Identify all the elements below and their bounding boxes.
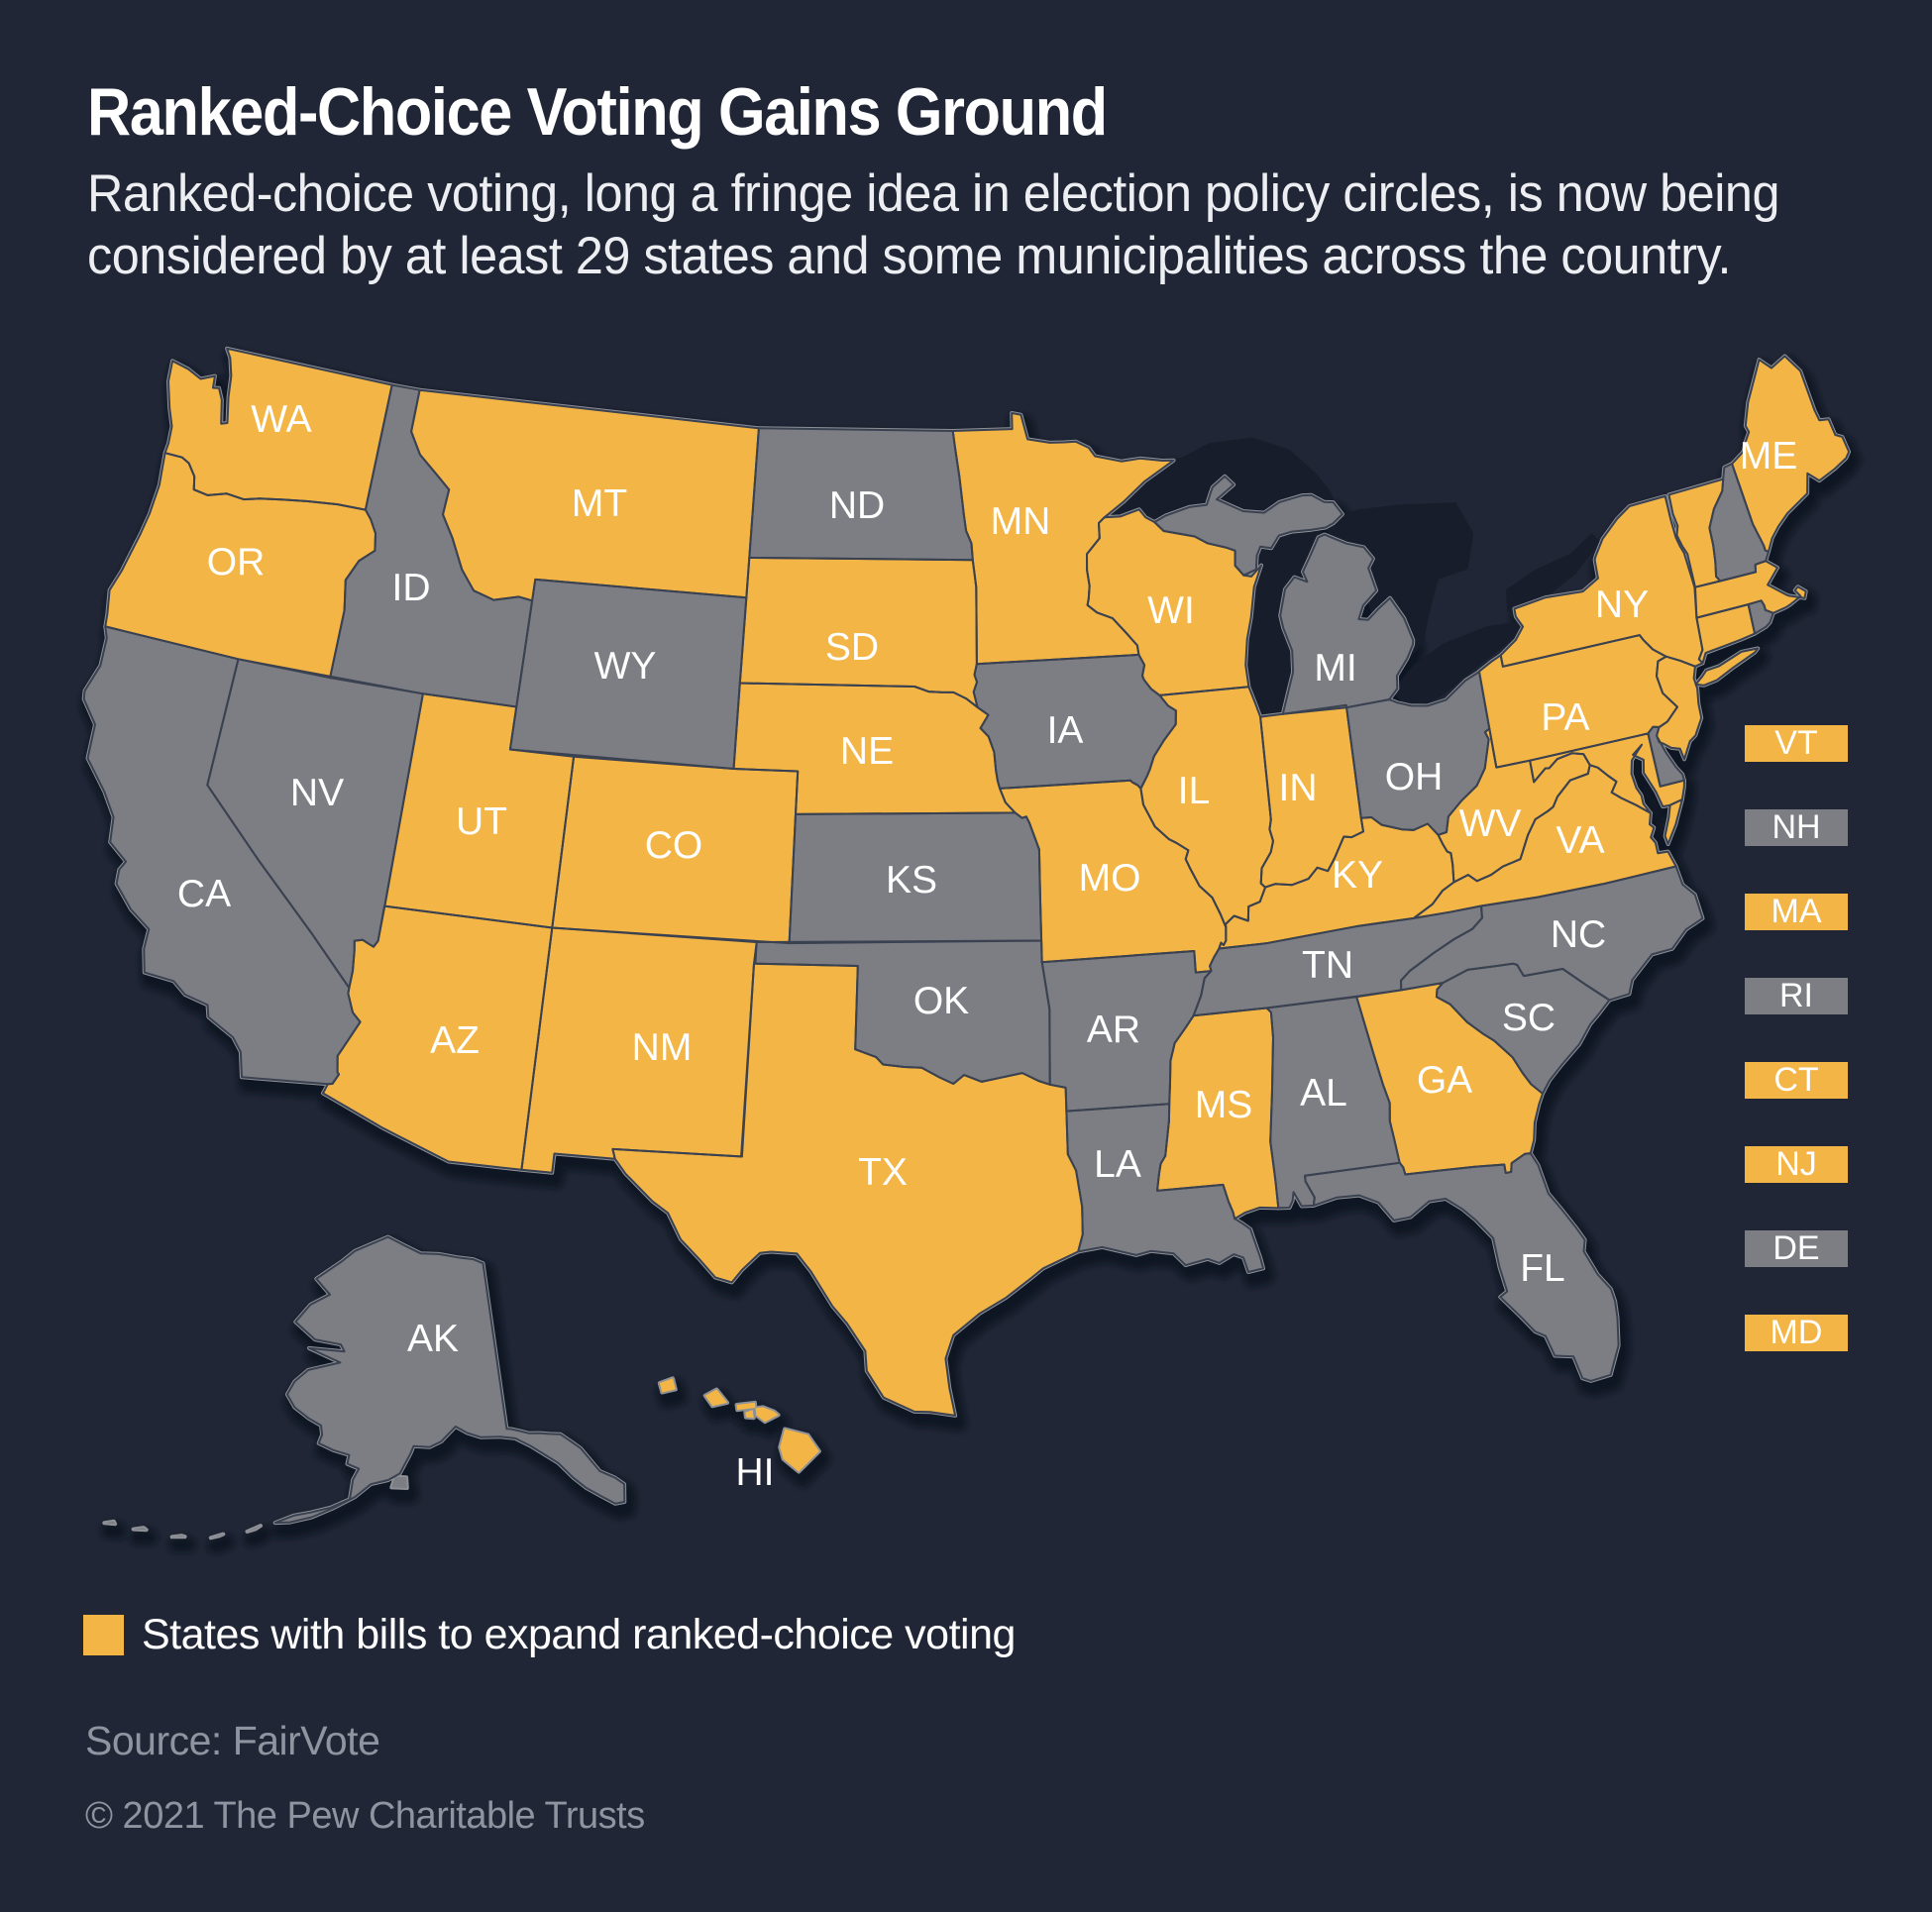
svg-text:AL: AL [1300, 1072, 1347, 1115]
svg-text:NM: NM [632, 1026, 693, 1069]
svg-text:KY: KY [1332, 854, 1383, 897]
svg-text:NC: NC [1551, 913, 1606, 956]
svg-text:AK: AK [407, 1318, 459, 1360]
svg-text:IA: IA [1047, 709, 1084, 752]
svg-text:GA: GA [1417, 1059, 1472, 1102]
svg-text:NH: NH [1771, 808, 1820, 846]
svg-text:AR: AR [1087, 1009, 1140, 1051]
svg-text:NJ: NJ [1775, 1145, 1817, 1183]
svg-text:CT: CT [1773, 1061, 1818, 1099]
svg-text:MT: MT [572, 482, 627, 525]
svg-text:SC: SC [1502, 997, 1556, 1039]
svg-text:VT: VT [1774, 724, 1817, 762]
svg-text:CA: CA [177, 873, 231, 915]
svg-text:MN: MN [991, 500, 1051, 543]
svg-text:OR: OR [207, 541, 266, 584]
svg-text:TX: TX [858, 1151, 908, 1194]
svg-text:RI: RI [1779, 977, 1813, 1014]
svg-text:LA: LA [1094, 1143, 1141, 1186]
svg-text:MD: MD [1771, 1314, 1823, 1351]
svg-text:SD: SD [825, 626, 879, 669]
svg-text:MS: MS [1195, 1084, 1253, 1126]
svg-text:ME: ME [1740, 435, 1798, 478]
svg-text:NV: NV [290, 772, 344, 814]
svg-text:OK: OK [913, 980, 969, 1022]
svg-text:WY: WY [594, 645, 657, 688]
svg-text:VA: VA [1556, 819, 1604, 862]
svg-text:CO: CO [645, 824, 703, 867]
svg-text:UT: UT [456, 800, 507, 843]
svg-text:IL: IL [1178, 770, 1211, 812]
svg-text:WI: WI [1147, 589, 1195, 632]
svg-text:WV: WV [1459, 802, 1522, 845]
svg-text:PA: PA [1541, 696, 1589, 739]
svg-text:ID: ID [392, 567, 431, 609]
svg-text:TN: TN [1302, 944, 1353, 987]
svg-text:NY: NY [1595, 584, 1649, 626]
svg-text:IN: IN [1279, 767, 1318, 809]
svg-text:MO: MO [1079, 857, 1141, 900]
svg-text:KS: KS [886, 859, 937, 902]
svg-text:MA: MA [1771, 893, 1822, 930]
svg-text:WA: WA [251, 398, 311, 441]
svg-text:FL: FL [1520, 1247, 1565, 1290]
svg-text:OH: OH [1385, 756, 1444, 798]
svg-text:ND: ND [829, 484, 885, 527]
svg-text:HI: HI [736, 1451, 775, 1494]
svg-text:NE: NE [840, 730, 894, 773]
svg-text:MI: MI [1314, 647, 1356, 690]
svg-text:DE: DE [1772, 1229, 1819, 1267]
svg-text:AZ: AZ [430, 1019, 480, 1062]
